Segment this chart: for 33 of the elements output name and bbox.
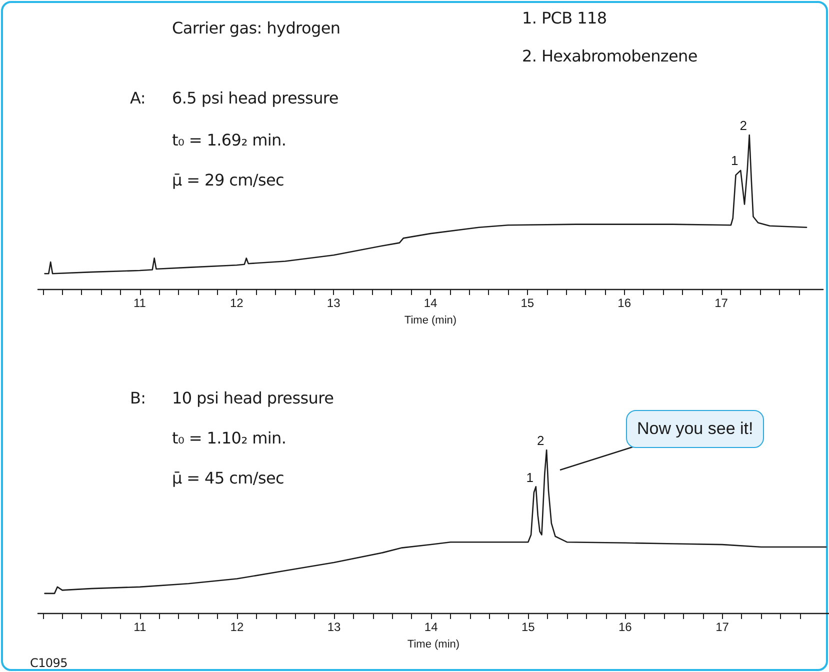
x-tick-label: 15 xyxy=(520,296,534,310)
annotation: 1 xyxy=(730,153,738,168)
text: Now you see it! xyxy=(626,410,764,448)
x-axis-title: Time (min) xyxy=(404,314,457,326)
annotation: μ̄ = 29 cm/sec xyxy=(172,170,284,190)
annotation: 1 xyxy=(526,470,534,485)
text: 2. Hexabromobenzene xyxy=(522,46,698,66)
x-tick-label: 12 xyxy=(230,620,244,634)
x-tick-label: 16 xyxy=(618,620,632,634)
x-tick-label: 11 xyxy=(134,620,146,634)
x-axis-title: Time (min) xyxy=(407,638,460,650)
x-tick-label: 11 xyxy=(134,296,146,310)
x-tick-label: 13 xyxy=(327,620,342,634)
text: B: xyxy=(130,388,146,408)
text: 10 psi head pressure xyxy=(172,388,334,408)
annotation: 2 xyxy=(740,118,747,133)
x-tick-label: 17 xyxy=(714,296,728,310)
text: C1095 xyxy=(30,656,68,670)
x-tick-label: 15 xyxy=(521,620,536,634)
text: Carrier gas: hydrogen xyxy=(172,18,340,38)
x-tick-label: 17 xyxy=(716,620,730,634)
text: A: xyxy=(130,88,146,108)
x-tick-label: 13 xyxy=(326,296,341,310)
annotation: μ̄ = 45 cm/sec xyxy=(172,468,284,488)
x-tick-label: 14 xyxy=(424,620,438,634)
annotation: t₀ = 1.69₂ min. xyxy=(172,130,286,150)
text: 1. PCB 118 xyxy=(522,8,607,28)
text: 6.5 psi head pressure xyxy=(172,88,338,108)
annotation: 2 xyxy=(536,433,544,448)
x-tick-label: 14 xyxy=(424,296,438,310)
x-tick-label: 16 xyxy=(618,296,632,310)
x-tick-label: 12 xyxy=(230,296,244,310)
text: t₀ = 1.10₂ min. xyxy=(172,428,286,448)
